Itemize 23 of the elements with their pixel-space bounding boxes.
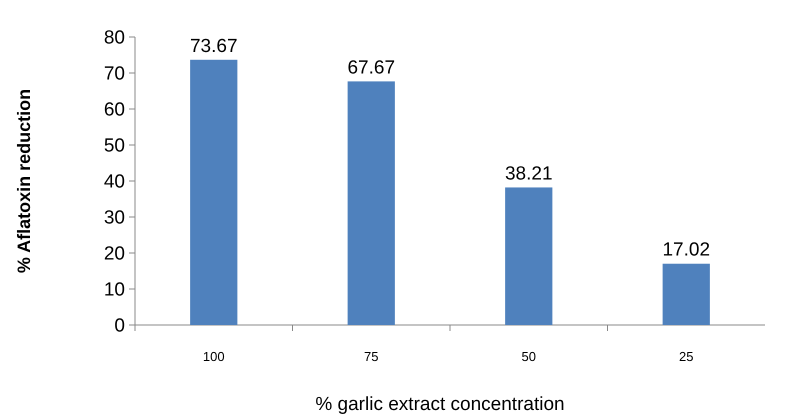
data-label: 73.67 xyxy=(190,36,238,57)
bar xyxy=(662,264,710,325)
bar xyxy=(190,60,238,325)
bar xyxy=(505,187,552,325)
bar xyxy=(348,81,395,325)
y-tick-label: 70 xyxy=(104,64,125,85)
x-tick-label: 100 xyxy=(202,349,225,364)
y-tick-label: 80 xyxy=(104,28,125,49)
y-axis-title: % Aflatoxin reduction xyxy=(14,88,34,274)
y-tick-label: 20 xyxy=(104,244,125,265)
y-tick-label: 10 xyxy=(104,280,125,301)
x-axis-title: % garlic extract concentration xyxy=(315,394,565,415)
x-tick-label: 75 xyxy=(364,349,378,364)
y-tick-label: 50 xyxy=(104,136,125,157)
data-label: 67.67 xyxy=(347,57,396,78)
x-tick-label: 50 xyxy=(522,349,536,364)
data-label: 17.02 xyxy=(662,240,710,261)
y-tick-label: 0 xyxy=(114,316,125,337)
x-tick-label: 25 xyxy=(679,349,694,364)
y-tick-label: 40 xyxy=(104,172,125,193)
y-tick-label: 30 xyxy=(104,208,125,229)
data-label: 38.21 xyxy=(504,163,553,184)
y-tick-label: 60 xyxy=(104,100,125,121)
